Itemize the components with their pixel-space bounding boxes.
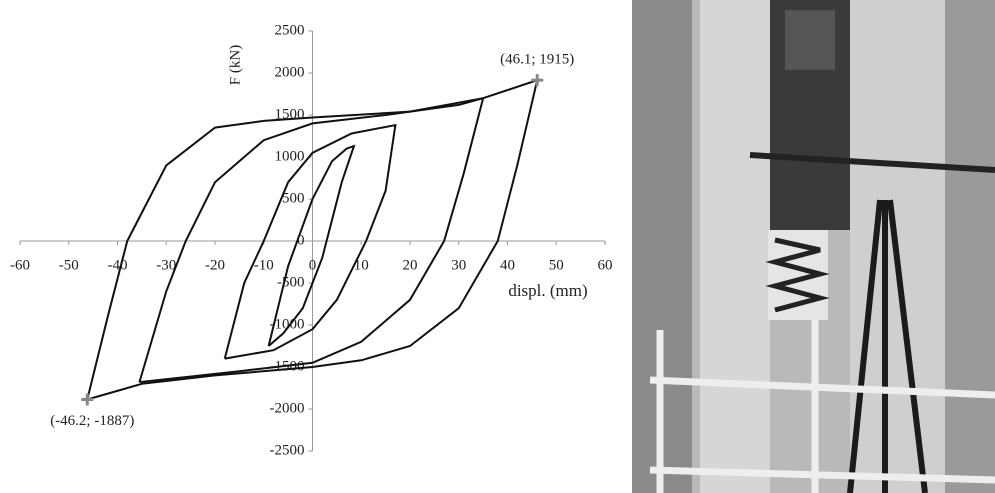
y-tick-label: 2000	[275, 64, 305, 80]
x-tick-label: 20	[403, 257, 418, 273]
x-tick-label: 60	[598, 257, 613, 273]
x-tick-label: 0	[309, 257, 317, 273]
x-tick-label: -40	[108, 257, 128, 273]
y-tick-label: 1000	[275, 148, 305, 164]
x-tick-label: -20	[205, 257, 225, 273]
x-axis-label: displ. (mm)	[508, 281, 587, 300]
hysteresis-loop	[225, 125, 396, 359]
peak-label: (46.1; 1915)	[500, 52, 574, 68]
y-tick-label: -2500	[270, 442, 305, 458]
x-tick-label: 50	[549, 257, 564, 273]
peak-label: (-46.2; -1887)	[50, 413, 134, 429]
x-tick-label: 30	[451, 257, 466, 273]
peak-marker	[531, 74, 543, 86]
figure: F (kN) displ. (mm) -60-50-40-30-20-10010…	[0, 0, 995, 493]
page: {"chart_data": {"type": "line", "x_label…	[0, 0, 995, 493]
y-tick-label: -2000	[270, 400, 305, 416]
y-tick-label: -500	[277, 274, 305, 290]
peak-marker	[81, 394, 93, 406]
hysteresis-loop	[139, 98, 483, 382]
y-tick-label: 500	[282, 190, 305, 206]
photo	[632, 0, 995, 493]
x-tick-label: -60	[10, 257, 30, 273]
x-tick-label: -50	[59, 257, 79, 273]
y-tick-label: 2500	[275, 22, 305, 38]
y-axis-label: F (kN)	[227, 45, 243, 85]
x-tick-label: -10	[254, 257, 274, 273]
x-tick-label: 40	[500, 257, 515, 273]
